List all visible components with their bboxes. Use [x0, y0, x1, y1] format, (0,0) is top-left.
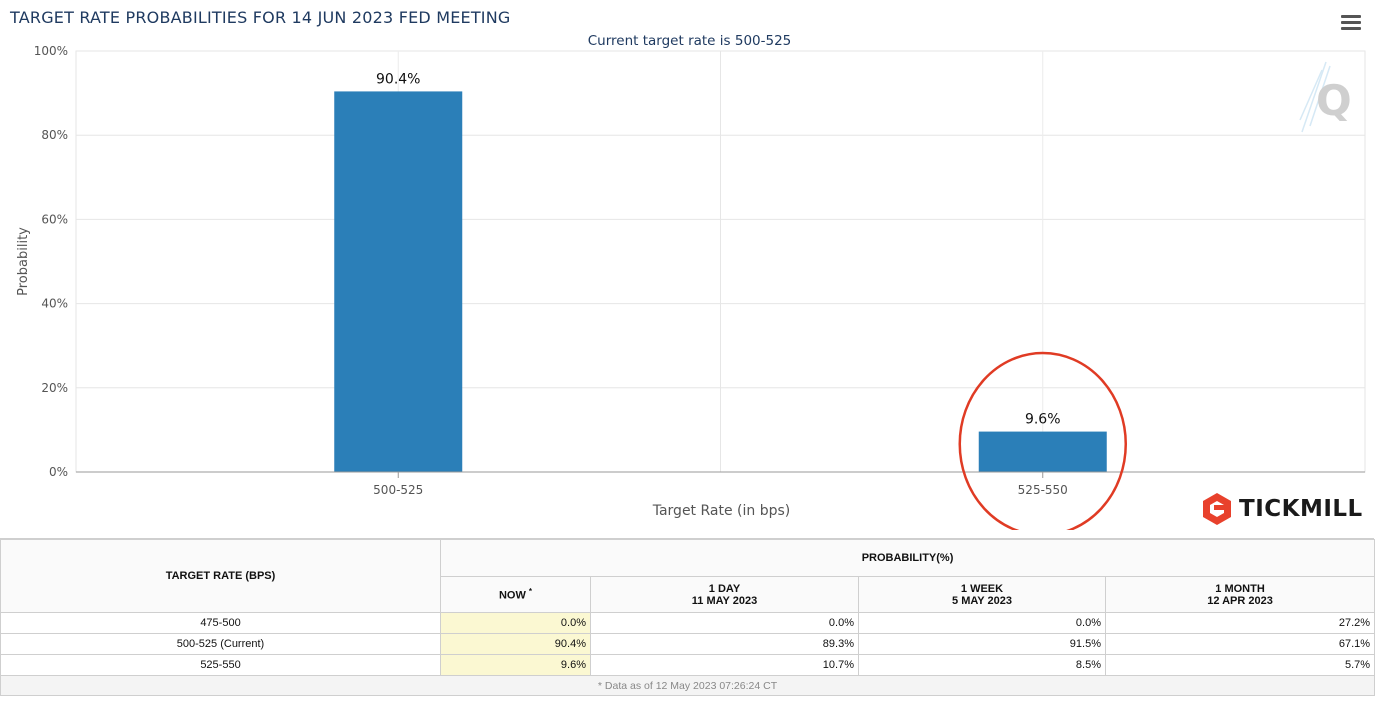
table-cell-1-day: 0.0%	[590, 612, 859, 634]
table-row: 500-525 (Current) 90.4% 89.3% 91.5% 67.1…	[0, 633, 1376, 655]
table-cell-now: 9.6%	[440, 654, 591, 676]
x-tick-label: 525-550	[1018, 483, 1068, 497]
brand-name: TICKMILL	[1239, 496, 1363, 522]
column-header-1-week: 1 WEEK 5 MAY 2023	[858, 576, 1106, 613]
table-cell-1-day: 10.7%	[590, 654, 859, 676]
column-header-now: NOW *	[440, 576, 591, 613]
y-tick-label: 100%	[34, 44, 68, 58]
table-row: 525-550 9.6% 10.7% 8.5% 5.7%	[0, 654, 1376, 676]
y-tick-label: 40%	[41, 297, 68, 311]
y-tick-label: 0%	[49, 465, 68, 479]
column-header-1-week-label: 1 WEEK	[960, 582, 1004, 595]
probability-group-header: PROBABILITY(%)	[439, 539, 1376, 577]
table-cell-1-week: 8.5%	[858, 654, 1106, 676]
table-cell-1-month: 5.7%	[1104, 654, 1376, 676]
x-tick-label: 500-525	[373, 483, 423, 497]
svg-text:Q: Q	[1316, 76, 1352, 125]
table-footnote: * Data as of 12 May 2023 07:26:24 CT	[0, 675, 1376, 696]
chart-panel: TARGET RATE PROBABILITIES FOR 14 JUN 202…	[10, 8, 1366, 530]
table-cell-rate: 525-550	[0, 654, 441, 676]
column-header-1-day-date: 11 MAY 2023	[691, 594, 758, 607]
column-header-now-marker: *	[528, 587, 533, 597]
column-header-1-week-date: 5 MAY 2023	[952, 594, 1012, 607]
y-tick-label: 80%	[41, 128, 68, 142]
x-axis-title: Target Rate (in bps)	[652, 503, 791, 519]
probability-table-panel: TARGET RATE (BPS) PROBABILITY(%) NOW * 1…	[0, 538, 1376, 697]
bar-chart: 0% 20% 40% 60% 80% 100% 90.4% 500-525 9.6% 525-55…	[16, 44, 1366, 530]
chart-subtitle: Current target rate is 500-525	[587, 33, 792, 49]
column-header-1-day-label: 1 DAY	[708, 582, 741, 595]
table-cell-1-month: 67.1%	[1104, 633, 1376, 655]
column-header-now-label: NOW	[498, 589, 526, 602]
table-cell-1-month: 27.2%	[1104, 612, 1376, 634]
table-row: 475-500 0.0% 0.0% 0.0% 27.2%	[0, 612, 1376, 634]
bar	[978, 431, 1107, 472]
table-cell-1-week: 91.5%	[858, 633, 1106, 655]
table-cell-rate: 475-500	[0, 612, 441, 634]
table-cell-1-day: 89.3%	[590, 633, 859, 655]
y-tick-label: 20%	[41, 381, 68, 395]
y-axis-title: Probability	[16, 227, 31, 296]
rate-column-header: TARGET RATE (BPS)	[0, 539, 441, 613]
bar-data-label: 90.4%	[376, 71, 420, 87]
column-header-1-month-label: 1 MONTH	[1215, 582, 1265, 595]
tickmill-hexagon-logo-icon	[1203, 493, 1231, 525]
table-cell-1-week: 0.0%	[858, 612, 1106, 634]
bar	[334, 91, 463, 472]
column-header-1-month: 1 MONTH 12 APR 2023	[1104, 576, 1376, 613]
brand-logo: TICKMILL	[1201, 492, 1363, 526]
bar-data-label: 9.6%	[1025, 412, 1061, 428]
hamburger-menu-icon[interactable]	[1341, 15, 1361, 31]
q-watermark-icon: Q	[1299, 61, 1352, 133]
y-tick-label: 60%	[41, 212, 68, 226]
probability-table: TARGET RATE (BPS) PROBABILITY(%) NOW * 1…	[0, 539, 1376, 696]
highlight-circle-annotation	[958, 351, 1127, 530]
column-header-1-day: 1 DAY 11 MAY 2023	[590, 576, 859, 613]
table-cell-now: 90.4%	[440, 633, 591, 655]
column-header-1-month-date: 12 APR 2023	[1207, 594, 1273, 607]
chart-title: TARGET RATE PROBABILITIES FOR 14 JUN 202…	[10, 8, 511, 27]
table-cell-now: 0.0%	[440, 612, 591, 634]
table-cell-rate: 500-525 (Current)	[0, 633, 441, 655]
